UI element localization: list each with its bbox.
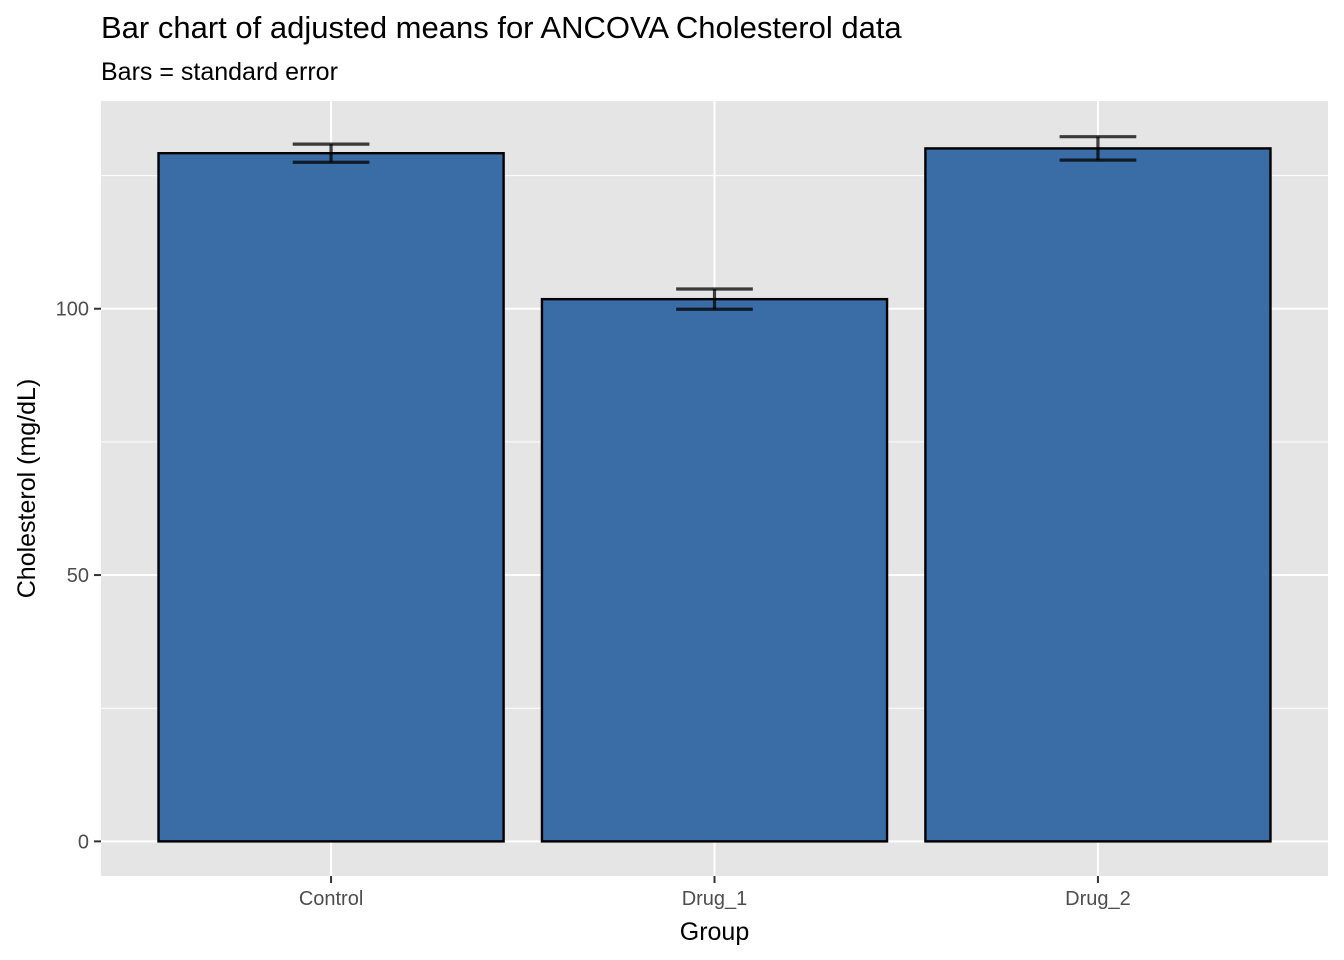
error-bar-control <box>292 142 370 164</box>
y-axis-label: Cholesterol (mg/dL) <box>13 379 41 599</box>
error-bars <box>292 135 1137 311</box>
error-bar-drug-1 <box>676 287 753 311</box>
chart-title: Bar chart of adjusted means for ANCOVA C… <box>101 10 902 45</box>
x-tick-label: Control <box>299 888 363 910</box>
bar-drug-1 <box>540 297 889 843</box>
x-tick-label: Drug_2 <box>1065 888 1131 910</box>
y-axis: 0 50 100 <box>56 299 101 853</box>
bars <box>157 147 1272 843</box>
y-tick-label: 50 <box>67 565 89 587</box>
x-axis-label: Group <box>680 918 749 946</box>
y-tick-label: 100 <box>56 299 89 321</box>
y-tick-label: 0 <box>78 831 89 853</box>
error-bar-drug-2 <box>1059 135 1137 162</box>
bar-control <box>157 151 505 843</box>
x-axis: Control Drug_1 Drug_2 <box>299 876 1131 910</box>
bar-drug-2 <box>924 147 1272 843</box>
x-tick-label: Drug_1 <box>682 888 748 910</box>
chart-subtitle: Bars = standard error <box>101 58 338 86</box>
